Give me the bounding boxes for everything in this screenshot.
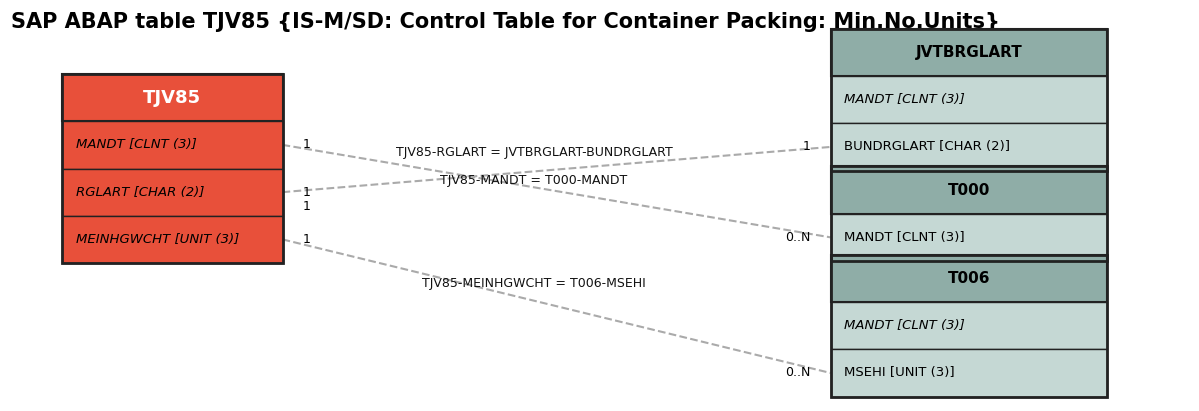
FancyBboxPatch shape (831, 76, 1108, 123)
FancyBboxPatch shape (62, 74, 283, 121)
FancyBboxPatch shape (831, 214, 1108, 261)
Text: MSEHI [UNIT (3)]: MSEHI [UNIT (3)] (844, 367, 954, 379)
Text: MANDT [CLNT (3)]: MANDT [CLNT (3)] (844, 319, 965, 332)
Text: 1: 1 (303, 201, 311, 213)
Text: MANDT [CLNT (3)]: MANDT [CLNT (3)] (844, 93, 965, 106)
Text: MANDT [CLNT (3)]: MANDT [CLNT (3)] (844, 231, 965, 244)
Text: RGLART [CHAR (2)]: RGLART [CHAR (2)] (76, 186, 204, 199)
Text: MANDT [CLNT (3)]: MANDT [CLNT (3)] (76, 139, 197, 151)
FancyBboxPatch shape (831, 302, 1108, 349)
Text: TJV85-MANDT = T000-MANDT: TJV85-MANDT = T000-MANDT (440, 174, 627, 187)
Text: BUNDRGLART [CHAR (2)]: BUNDRGLART [CHAR (2)] (844, 141, 1010, 153)
Text: T006: T006 (947, 271, 990, 286)
Text: 0..N: 0..N (785, 367, 811, 379)
Text: TJV85: TJV85 (143, 89, 201, 106)
FancyBboxPatch shape (62, 216, 283, 263)
Text: 1: 1 (802, 141, 811, 153)
Text: T000: T000 (948, 182, 990, 198)
Text: SAP ABAP table TJV85 {IS-M/SD: Control Table for Container Packing: Min.No.Units: SAP ABAP table TJV85 {IS-M/SD: Control T… (11, 12, 1000, 32)
Text: 1: 1 (303, 186, 311, 199)
FancyBboxPatch shape (62, 169, 283, 216)
FancyBboxPatch shape (831, 349, 1108, 397)
FancyBboxPatch shape (831, 255, 1108, 302)
Text: 1: 1 (303, 233, 311, 246)
Text: JVTBRGLART: JVTBRGLART (916, 45, 1023, 60)
FancyBboxPatch shape (831, 29, 1108, 76)
Text: TJV85-MEINHGWCHT = T006-MSEHI: TJV85-MEINHGWCHT = T006-MSEHI (422, 277, 646, 290)
FancyBboxPatch shape (62, 121, 283, 169)
Text: 0..N: 0..N (785, 231, 811, 244)
Text: MEINHGWCHT [UNIT (3)]: MEINHGWCHT [UNIT (3)] (76, 233, 239, 246)
Text: TJV85-RGLART = JVTBRGLART-BUNDRGLART: TJV85-RGLART = JVTBRGLART-BUNDRGLART (396, 146, 673, 159)
Text: 1: 1 (303, 139, 311, 151)
FancyBboxPatch shape (831, 166, 1108, 214)
FancyBboxPatch shape (831, 123, 1108, 171)
